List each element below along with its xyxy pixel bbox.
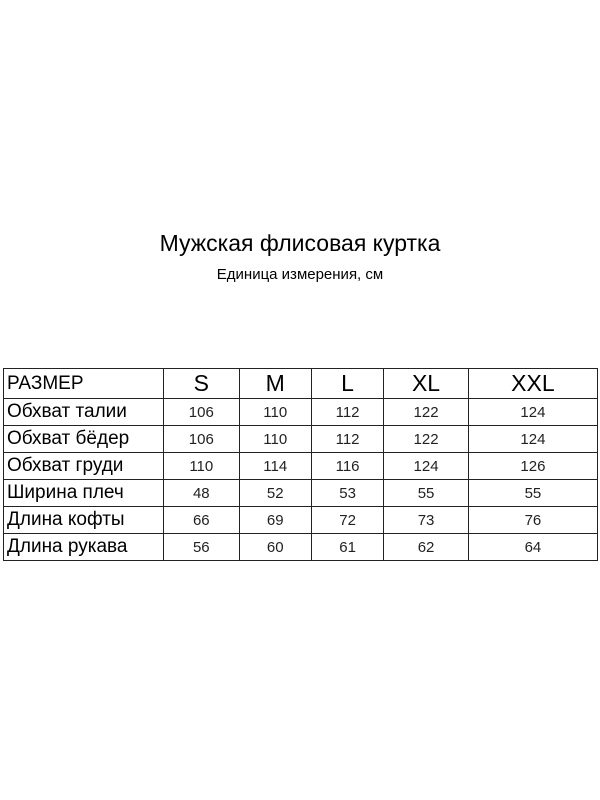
table-row: Ширина плеч 48 52 53 55 55 [3,479,599,507]
size-cell: 124 [383,452,469,480]
size-cell: 106 [163,398,240,426]
size-cell: 116 [310,452,385,480]
size-cell: 64 [467,533,599,561]
row-label: Длина кофты [3,506,164,534]
size-cell: 61 [310,533,385,561]
size-cell: 112 [310,398,385,426]
table-row: Обхват бёдер 106 110 112 122 124 [3,425,599,453]
size-cell: 56 [163,533,240,561]
size-cell: S [163,368,240,399]
size-chart-table: РАЗМЕР S M L XL XXL Обхват талии 106 110 112 122 12… [3,368,599,561]
size-cell: 106 [163,425,240,453]
unit-subtitle: Единица измерения, см [216,266,384,283]
size-cell: 124 [467,398,599,426]
size-cell: 110 [163,452,240,480]
size-cell: 52 [238,479,312,507]
size-cell: 48 [163,479,240,507]
size-cell: XL [383,368,469,399]
size-cell: M [238,368,312,399]
table-row: Длина рукава 56 60 61 62 64 [3,533,599,561]
size-cell: 55 [383,479,469,507]
row-label: Обхват бёдер [3,425,164,453]
size-cell: 53 [310,479,385,507]
size-cell: 122 [383,425,469,453]
table-row: Обхват груди 110 114 116 124 126 [3,452,599,480]
row-label: Ширина плеч [3,479,164,507]
row-label: Обхват груди [3,452,164,480]
size-cell: 112 [310,425,385,453]
size-cell: L [310,368,385,399]
size-cell: 55 [467,479,599,507]
size-cell: 110 [238,398,312,426]
size-cell: 73 [383,506,469,534]
size-cell: XXL [467,368,599,399]
size-cell: 126 [467,452,599,480]
row-label: Длина рукава [3,533,164,561]
size-cell: 62 [383,533,469,561]
size-cell: 69 [238,506,312,534]
size-cell: 122 [383,398,469,426]
table-header-row: РАЗМЕР S M L XL XXL [3,368,599,399]
size-cell: 76 [467,506,599,534]
table-row: Обхват талии 106 110 112 122 124 [3,398,599,426]
size-cell: 72 [310,506,385,534]
size-cell: 66 [163,506,240,534]
size-cell: 110 [238,425,312,453]
size-cell: 60 [238,533,312,561]
page-title: Мужская флисовая куртка [159,230,441,256]
row-label: Обхват талии [3,398,164,426]
table-row: Длина кофты 66 69 72 73 76 [3,506,599,534]
size-cell: 114 [238,452,312,480]
size-cell: 124 [467,425,599,453]
row-label: РАЗМЕР [3,368,164,399]
